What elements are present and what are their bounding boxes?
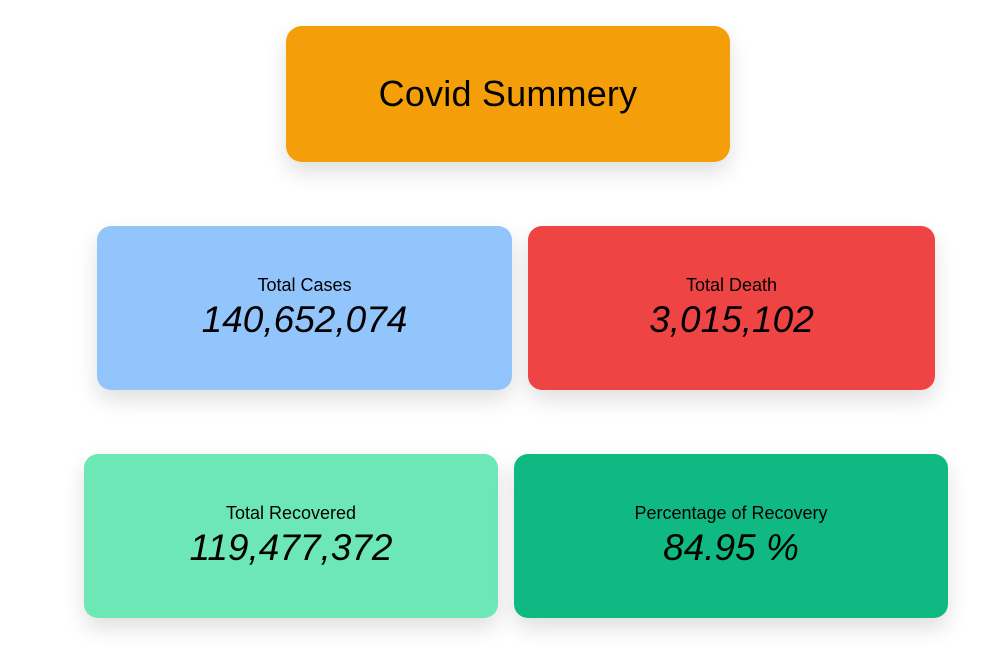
- total-recovered-value: 119,477,372: [189, 527, 393, 568]
- recovery-percentage-label: Percentage of Recovery: [634, 503, 828, 523]
- summary-title-card: Covid Summery: [286, 26, 730, 162]
- total-death-label: Total Death: [685, 275, 778, 295]
- recovery-percentage-value: 84.95 %: [663, 527, 799, 568]
- total-cases-card: Total Cases 140,652,074: [97, 226, 512, 390]
- total-cases-value: 140,652,074: [201, 299, 408, 340]
- total-death-value: 3,015,102: [649, 299, 814, 340]
- total-recovered-card: Total Recovered 119,477,372: [84, 454, 498, 618]
- total-cases-label: Total Cases: [257, 275, 352, 295]
- total-recovered-label: Total Recovered: [225, 503, 357, 523]
- recovery-percentage-card: Percentage of Recovery 84.95 %: [514, 454, 948, 618]
- total-death-card: Total Death 3,015,102: [528, 226, 935, 390]
- page-title: Covid Summery: [378, 73, 638, 114]
